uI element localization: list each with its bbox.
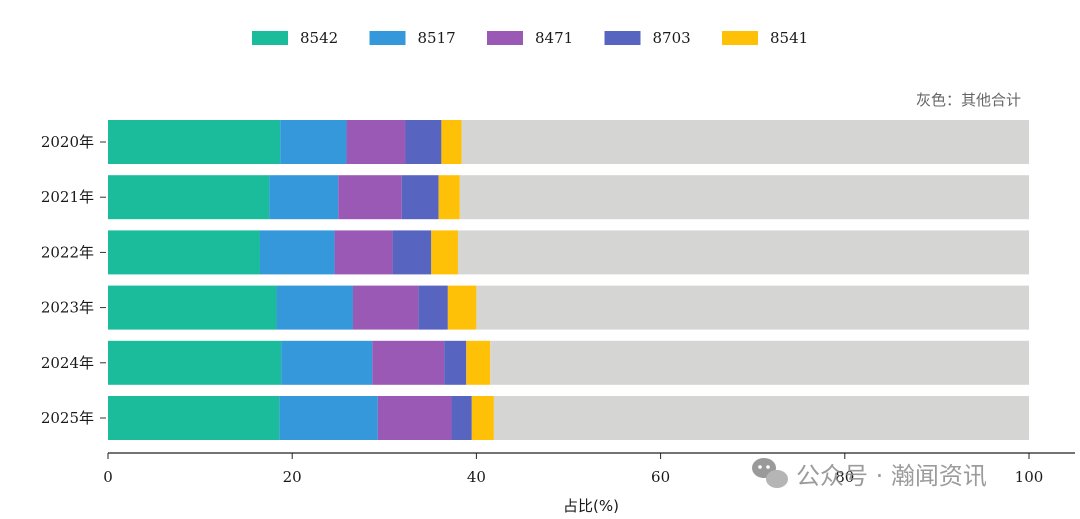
bar-8542-5 [108,396,280,440]
bar-8471-3 [352,285,419,330]
bar-8517-5 [279,396,378,440]
bar-8542-3 [108,285,277,330]
gray-annotation: 灰色：其他合计 [916,91,1021,109]
x-axis: 0 20 40 60 80 100 [103,452,1075,486]
bar-8542-4 [108,340,282,385]
wechat-icon [752,458,788,488]
legend-swatch-8541 [722,31,758,45]
bar-8517-1 [269,175,339,220]
x-tick-label: 0 [103,468,113,486]
y-tick-label: 2022年 [41,243,94,261]
legend-swatch-8517 [369,31,406,45]
bar-8703-1 [401,175,439,220]
y-axis: 2020年 2021年 2022年 2023年 2024年 2025年 [41,133,106,427]
bar-other-3 [476,285,1029,330]
y-tick-label: 2023年 [41,299,94,317]
bar-8703-0 [405,120,442,164]
y-tick-label: 2024年 [41,354,94,372]
bar-8471-4 [372,340,445,385]
x-tick-label: 60 [651,468,670,486]
bar-8517-3 [276,285,353,330]
bar-8703-3 [418,285,448,330]
bar-8541-4 [466,340,491,385]
bars-group [108,120,1030,440]
bar-8471-2 [334,230,393,275]
legend-label-8517: 8517 [418,29,456,47]
bar-other-0 [461,120,1029,164]
bar-8542-0 [108,120,281,164]
bar-other-2 [457,230,1030,275]
legend-swatch-8542 [252,31,288,45]
bar-other-5 [493,396,1029,440]
bar-8517-0 [280,120,347,164]
watermark-text: 公众号 · 瀚闻资讯 [796,462,987,490]
bar-8471-1 [338,175,402,220]
bar-8541-2 [431,230,458,275]
legend-label-8542: 8542 [300,29,338,47]
bar-8703-5 [451,396,472,440]
bar-8517-4 [281,340,373,385]
bar-8703-2 [392,230,432,275]
legend-label-8541: 8541 [770,29,808,47]
bar-8541-0 [441,120,462,164]
y-tick-label: 2020年 [41,133,94,151]
x-tick-label: 40 [467,468,486,486]
legend: 8542 8517 8471 8703 8541 [252,29,808,47]
bar-other-1 [459,175,1029,220]
x-tick-label: 80 [835,468,854,486]
x-axis-label: 占比(%) [563,497,619,515]
bar-8541-1 [438,175,460,220]
legend-swatch-8703 [604,31,641,45]
bar-8703-4 [444,340,467,385]
bar-other-4 [490,340,1030,385]
bar-8542-2 [108,230,260,275]
watermark: 公众号 · 瀚闻资讯 [752,458,987,490]
bar-8517-2 [259,230,335,275]
legend-label-8471: 8471 [535,29,573,47]
bar-8541-5 [471,396,494,440]
x-tick-label: 20 [283,468,302,486]
bar-8541-3 [447,285,477,330]
legend-label-8703: 8703 [653,29,691,47]
bar-8471-0 [346,120,406,164]
y-tick-label: 2021年 [41,188,94,206]
x-tick-label: 100 [1015,468,1044,486]
legend-swatch-8471 [487,31,523,45]
bar-8542-1 [108,175,270,220]
y-tick-label: 2025年 [41,409,94,427]
bar-8471-5 [377,396,452,440]
